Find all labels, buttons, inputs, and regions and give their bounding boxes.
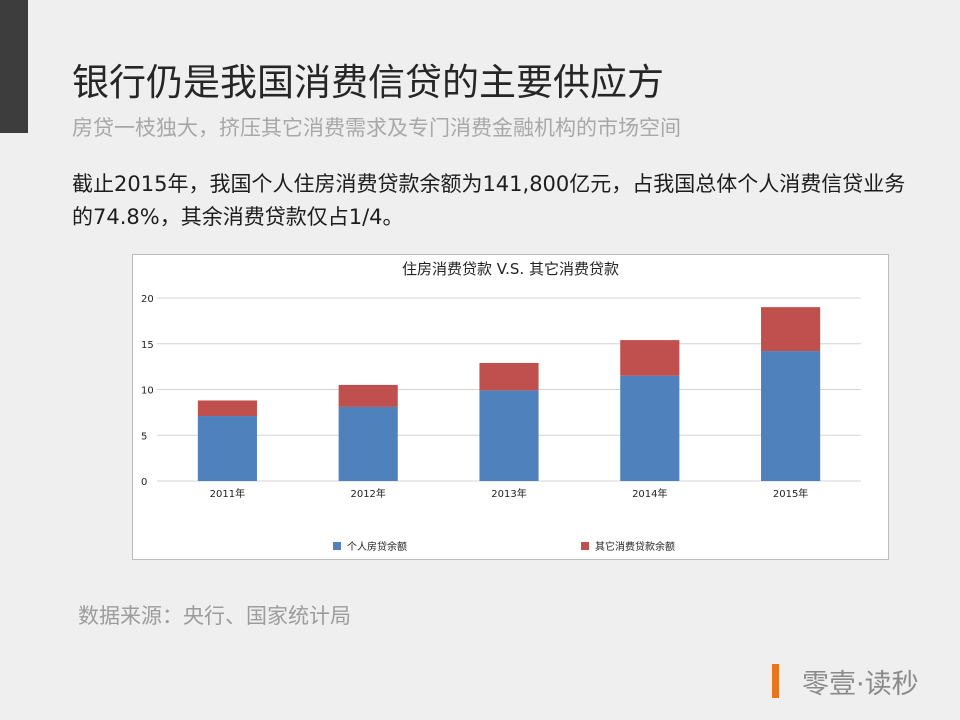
data-source: 数据来源：央行、国家统计局 [78,604,351,628]
stacked-bar-chart: 住房消费贷款 V.S. 其它消费贷款 0 5 10 15 20 2011年 2012年 2013… [141,260,861,553]
x-tick-label: 2013年 [491,487,526,500]
legend-label: 其它消费贷款余额 [595,540,675,553]
chart-title: 住房消费贷款 V.S. 其它消费贷款 [402,260,619,278]
bar-housing [338,406,398,481]
legend-label: 个人房贷余额 [347,540,407,553]
bar-other [479,362,539,391]
x-tick-label: 2012年 [350,487,385,500]
chart-container: 住房消费贷款 V.S. 其它消费贷款 0 5 10 15 20 2011年 2012年 2013… [132,254,889,560]
bar-other [197,400,257,417]
brand-logo: 零壹·读秒 [802,669,919,700]
y-tick-label: 10 [141,386,154,397]
bar-other [620,340,680,376]
x-tick-label: 2015年 [773,487,808,500]
legend-swatch [333,542,341,550]
y-tick-label: 0 [141,477,147,488]
body-text: 截止2015年，我国个人住房消费贷款余额为141,800亿元，占我国总体个人消费… [72,172,906,229]
bar-other [761,307,821,352]
bar-housing [620,375,680,481]
brand-accent-bar [772,664,779,698]
y-tick-label: 5 [141,431,147,442]
bar-housing [761,351,821,481]
accent-bar [0,0,28,133]
x-tick-label: 2011年 [210,487,245,500]
bar-other [338,384,398,407]
legend-swatch [581,542,589,550]
page-title: 银行仍是我国消费信贷的主要供应方 [72,61,664,104]
y-tick-label: 20 [141,294,154,305]
x-tick-label: 2014年 [632,487,667,500]
bar-housing [479,390,539,481]
bar-housing [197,416,257,481]
y-tick-label: 15 [141,340,154,351]
page-subtitle: 房贷一枝独大，挤压其它消费需求及专门消费金融机构的市场空间 [72,116,681,140]
